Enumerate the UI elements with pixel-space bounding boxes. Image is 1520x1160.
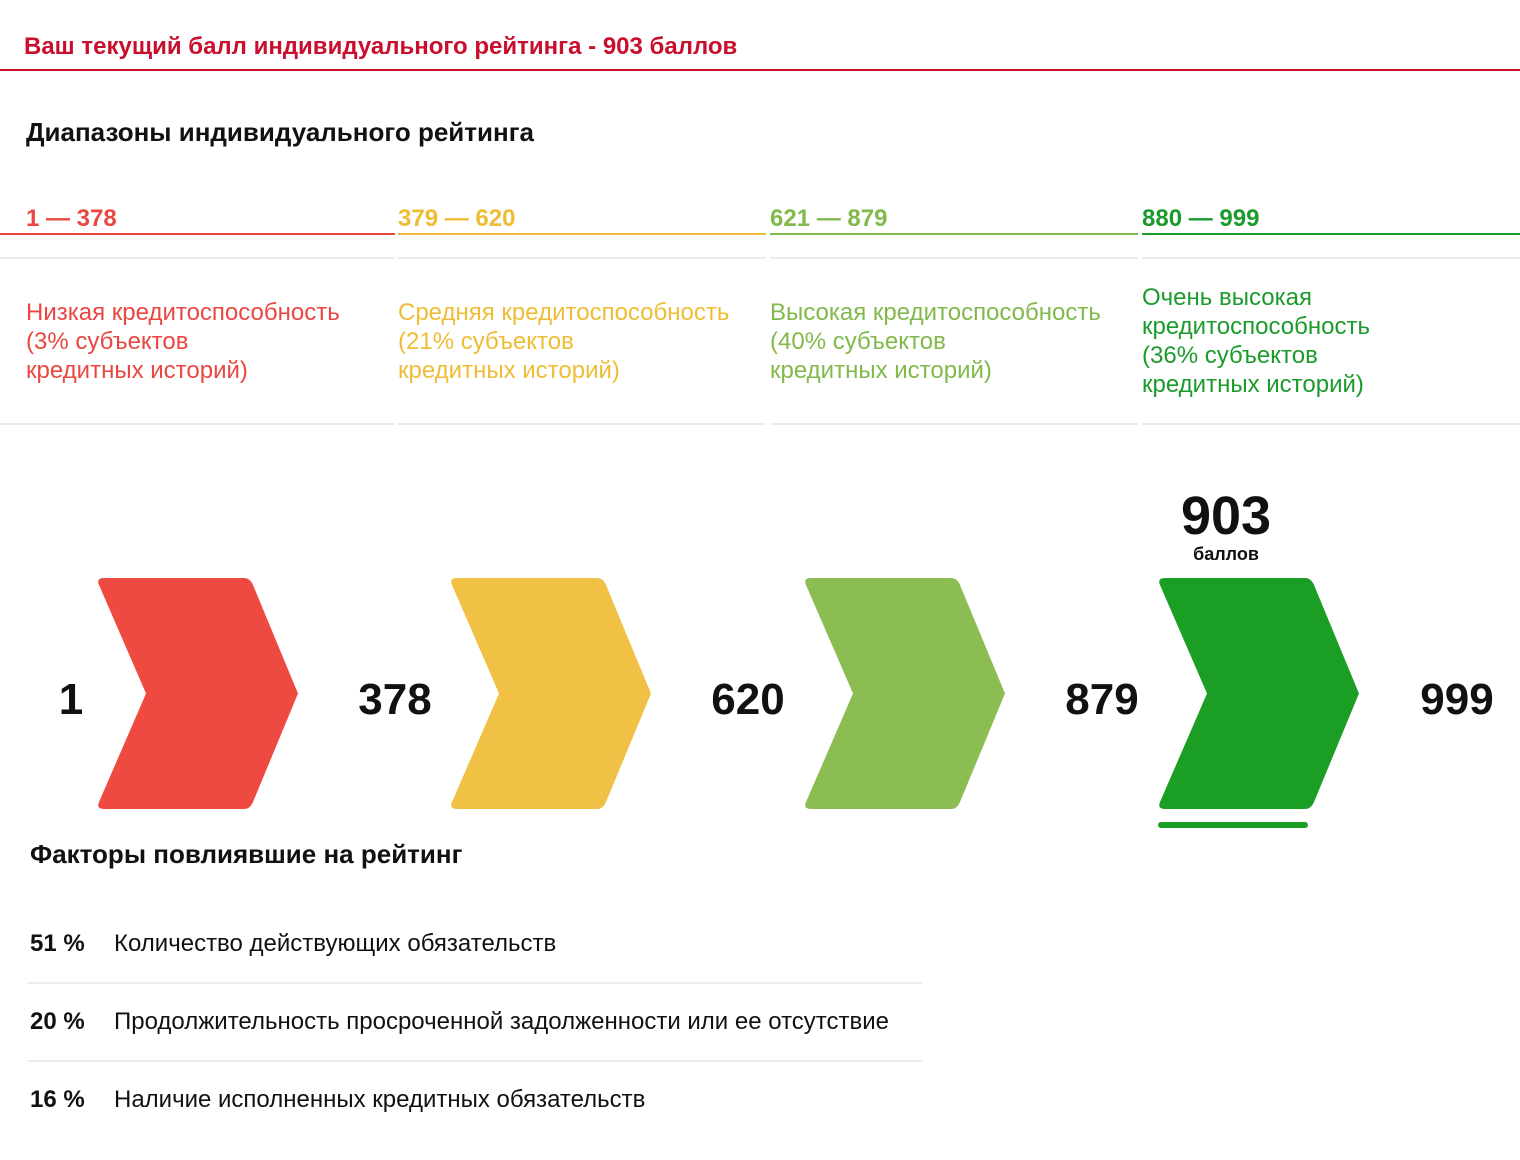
chevron-shape — [98, 578, 298, 809]
chevron-very-high — [1157, 578, 1359, 809]
chevron-medium — [449, 578, 651, 809]
scale-boundary: 620 — [711, 675, 785, 724]
factors-list: 51 % Количество действующих обязательств… — [28, 906, 922, 1138]
range-description: Средняя кредитоспособность (21% субъекто… — [398, 298, 730, 384]
factor-text: Наличие исполненных кредитных обязательс… — [114, 1086, 646, 1113]
divider — [1142, 257, 1520, 259]
range-column-very-high: 880 — 999 Очень высокая кредитоспособнос… — [1142, 200, 1520, 426]
divider — [770, 423, 1138, 425]
range-underline — [1142, 233, 1520, 235]
page-header: Ваш текущий балл индивидуального рейтинг… — [0, 0, 1520, 71]
divider — [398, 257, 766, 259]
scale-boundary: 1 — [58, 675, 84, 724]
divider — [0, 257, 395, 259]
range-description: Высокая кредитоспособность (40% субъекто… — [770, 298, 1101, 384]
scale-boundary: 378 — [358, 675, 432, 724]
chevron-shape — [1159, 578, 1359, 809]
factor-text: Продолжительность просроченной задолженн… — [114, 1008, 890, 1035]
range-underline — [770, 233, 1138, 235]
range-label: 1 — 378 — [26, 205, 117, 232]
range-label: 621 — 879 — [770, 205, 888, 232]
factor-row: 16 % Наличие исполненных кредитных обяза… — [28, 1060, 922, 1138]
range-column-low: 1 — 378 Низкая кредитоспособность (3% су… — [0, 200, 395, 426]
range-column-medium: 379 — 620 Средняя кредитоспособность (21… — [398, 200, 766, 426]
scale-boundary: 999 — [1420, 675, 1494, 724]
factor-row: 51 % Количество действующих обязательств — [28, 906, 922, 982]
factor-row: 20 % Продолжительность просроченной задо… — [28, 982, 922, 1060]
chevron-shape — [451, 578, 651, 809]
range-column-high: 621 — 879 Высокая кредитоспособность (40… — [770, 200, 1138, 426]
range-underline — [398, 233, 766, 235]
factor-text: Количество действующих обязательств — [114, 930, 557, 957]
range-label: 379 — 620 — [398, 205, 516, 232]
divider — [1142, 423, 1520, 425]
score-unit: баллов — [1193, 544, 1259, 564]
factor-percent: 51 % — [30, 930, 85, 957]
current-score: 903 баллов — [1130, 487, 1322, 563]
factor-percent: 20 % — [30, 1008, 85, 1035]
current-score-title: Ваш текущий балл индивидуального рейтинг… — [24, 33, 738, 60]
chevron-high — [803, 578, 1005, 809]
factors-section-title: Факторы повлиявшие на рейтинг — [30, 839, 463, 869]
divider — [0, 423, 395, 425]
range-label: 880 — 999 — [1142, 205, 1260, 232]
divider — [770, 257, 1138, 259]
range-underline — [0, 233, 395, 235]
scale-boundary: 879 — [1065, 675, 1139, 724]
current-range-marker — [1158, 822, 1308, 828]
ranges-section-title: Диапазоны индивидуального рейтинга — [26, 117, 534, 147]
range-description: Низкая кредитоспособность (3% субъектов … — [26, 298, 340, 384]
score-value: 903 — [1180, 486, 1272, 546]
range-description: Очень высокая кредитоспособность (36% су… — [1142, 284, 1370, 398]
chevron-low — [96, 578, 298, 809]
factor-percent: 16 % — [30, 1086, 85, 1113]
chevron-shape — [805, 578, 1005, 809]
divider — [398, 423, 766, 425]
